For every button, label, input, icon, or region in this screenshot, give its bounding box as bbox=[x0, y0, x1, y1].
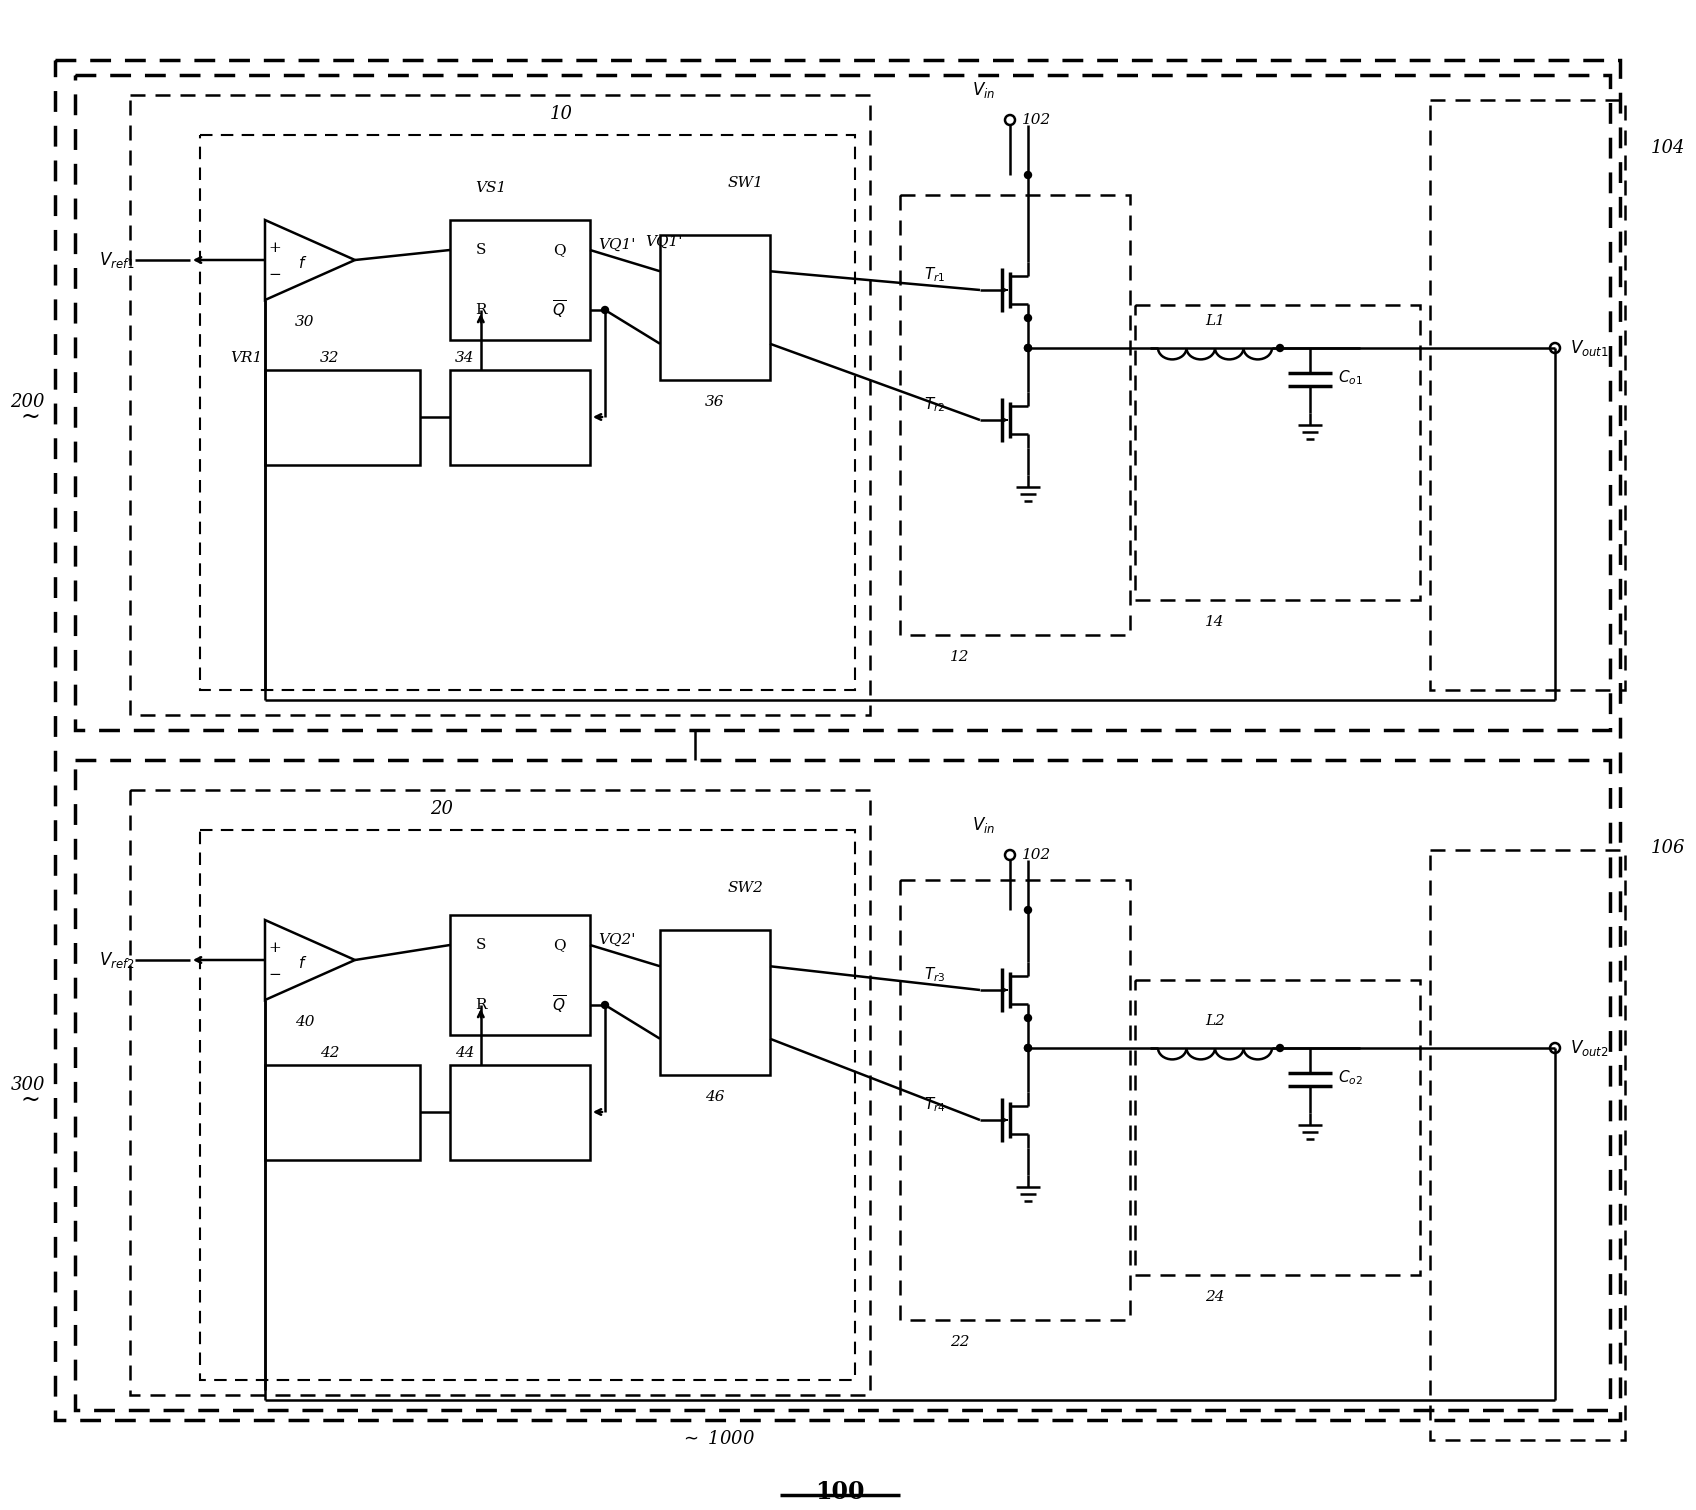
Circle shape bbox=[1024, 344, 1031, 352]
Bar bbox=[265, 370, 421, 465]
Text: 102: 102 bbox=[1023, 113, 1052, 127]
Bar bbox=[449, 220, 590, 340]
Text: $\it{f}$: $\it{f}$ bbox=[298, 954, 307, 971]
Text: SW2: SW2 bbox=[728, 880, 763, 895]
Text: $\it{f}$: $\it{f}$ bbox=[298, 255, 307, 270]
Text: 200: 200 bbox=[10, 393, 46, 411]
Circle shape bbox=[1024, 1045, 1031, 1051]
Text: ~: ~ bbox=[20, 406, 41, 429]
Bar bbox=[660, 930, 770, 1075]
Circle shape bbox=[1024, 906, 1031, 914]
Text: $T_{r4}$: $T_{r4}$ bbox=[924, 1096, 946, 1114]
Text: 34: 34 bbox=[455, 350, 475, 365]
Text: 30: 30 bbox=[295, 316, 315, 329]
Text: +: + bbox=[268, 242, 282, 255]
Text: 100: 100 bbox=[816, 1480, 865, 1504]
Text: R: R bbox=[475, 998, 487, 1012]
Text: $V_{in}$: $V_{in}$ bbox=[972, 815, 996, 835]
Text: 42: 42 bbox=[321, 1046, 339, 1060]
Text: $T_{r3}$: $T_{r3}$ bbox=[924, 966, 946, 985]
Bar bbox=[131, 95, 870, 716]
Text: +: + bbox=[268, 941, 282, 954]
Text: 36: 36 bbox=[706, 396, 724, 409]
Text: 32: 32 bbox=[321, 350, 339, 365]
Text: Q: Q bbox=[553, 243, 565, 257]
Bar bbox=[1430, 100, 1625, 690]
Bar bbox=[1135, 980, 1420, 1274]
Text: $V_{out2}$: $V_{out2}$ bbox=[1570, 1037, 1610, 1059]
Circle shape bbox=[1024, 1045, 1031, 1051]
Bar bbox=[449, 915, 590, 1034]
Text: VR1: VR1 bbox=[231, 350, 263, 365]
Bar bbox=[75, 76, 1610, 729]
Text: Q: Q bbox=[553, 938, 565, 951]
Text: VQ1': VQ1' bbox=[599, 239, 636, 252]
Text: 104: 104 bbox=[1650, 139, 1686, 157]
Text: 44: 44 bbox=[455, 1046, 475, 1060]
Circle shape bbox=[1024, 1015, 1031, 1021]
Circle shape bbox=[1024, 344, 1031, 352]
Bar bbox=[901, 195, 1130, 636]
Text: R: R bbox=[475, 304, 487, 317]
Text: VS1: VS1 bbox=[475, 181, 507, 195]
Text: $V_{ref2}$: $V_{ref2}$ bbox=[100, 950, 136, 969]
Bar bbox=[200, 134, 855, 690]
Circle shape bbox=[1024, 172, 1031, 178]
Text: S: S bbox=[475, 938, 487, 951]
Text: 10: 10 bbox=[550, 106, 573, 122]
Bar bbox=[901, 880, 1130, 1320]
Text: $\overline{Q}$: $\overline{Q}$ bbox=[553, 299, 566, 322]
Circle shape bbox=[602, 307, 609, 314]
Text: 22: 22 bbox=[950, 1335, 970, 1348]
Circle shape bbox=[1024, 314, 1031, 322]
Text: L2: L2 bbox=[1206, 1015, 1225, 1028]
Text: 102: 102 bbox=[1023, 849, 1052, 862]
Text: 24: 24 bbox=[1206, 1290, 1225, 1305]
Text: $-$: $-$ bbox=[268, 266, 282, 279]
Text: 14: 14 bbox=[1206, 615, 1225, 630]
Text: 106: 106 bbox=[1650, 840, 1686, 858]
Text: 12: 12 bbox=[950, 649, 970, 664]
Text: $T_{r1}$: $T_{r1}$ bbox=[924, 266, 946, 284]
Circle shape bbox=[1277, 1045, 1284, 1051]
Bar bbox=[200, 831, 855, 1380]
Text: ~: ~ bbox=[20, 1089, 41, 1111]
Bar bbox=[1135, 305, 1420, 599]
Text: 300: 300 bbox=[10, 1077, 46, 1095]
Text: $\sim$ 1000: $\sim$ 1000 bbox=[680, 1430, 755, 1448]
Text: $V_{in}$: $V_{in}$ bbox=[972, 80, 996, 100]
Bar bbox=[265, 1065, 421, 1160]
Text: $\overline{Q}$: $\overline{Q}$ bbox=[553, 994, 566, 1016]
Text: VQ1': VQ1' bbox=[644, 236, 682, 249]
Text: $V_{ref1}$: $V_{ref1}$ bbox=[98, 251, 136, 270]
Bar bbox=[660, 236, 770, 381]
Text: VQ2': VQ2' bbox=[599, 933, 636, 947]
Text: 46: 46 bbox=[706, 1090, 724, 1104]
Text: $C_{o1}$: $C_{o1}$ bbox=[1338, 368, 1364, 388]
Text: $C_{o2}$: $C_{o2}$ bbox=[1338, 1069, 1364, 1087]
Text: $V_{out1}$: $V_{out1}$ bbox=[1570, 338, 1610, 358]
Bar bbox=[1430, 850, 1625, 1441]
Circle shape bbox=[602, 1001, 609, 1009]
Text: 40: 40 bbox=[295, 1015, 315, 1028]
Text: $-$: $-$ bbox=[268, 966, 282, 980]
Circle shape bbox=[1277, 344, 1284, 352]
Bar bbox=[449, 1065, 590, 1160]
Text: S: S bbox=[475, 243, 487, 257]
Bar bbox=[131, 790, 870, 1395]
Bar bbox=[75, 760, 1610, 1410]
Bar bbox=[449, 370, 590, 465]
Text: 20: 20 bbox=[431, 800, 453, 818]
Text: $T_{r2}$: $T_{r2}$ bbox=[924, 396, 946, 414]
Text: SW1: SW1 bbox=[728, 177, 763, 190]
Text: L1: L1 bbox=[1206, 314, 1225, 328]
